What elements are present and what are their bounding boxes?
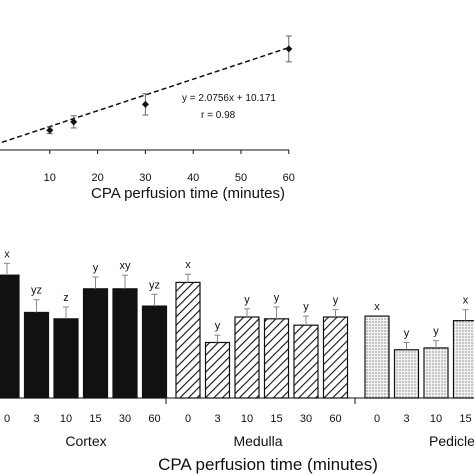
- significance-letter: yz: [149, 279, 160, 291]
- significance-letter: y: [274, 292, 280, 304]
- significance-letter: yz: [31, 285, 42, 297]
- bar: [141, 305, 168, 399]
- bar-x-tick-label: 3: [403, 413, 409, 425]
- bar-x-tick-label: 10: [60, 413, 72, 425]
- significance-letter: x: [463, 295, 469, 307]
- bar: [263, 318, 290, 399]
- bar-x-tick-label: 15: [270, 413, 282, 425]
- bar-x-tick-label: 0: [185, 413, 191, 425]
- bar-x-axis-label: CPA perfusion time (minutes): [158, 455, 378, 474]
- bar-x-tick-label: 10: [430, 413, 442, 425]
- scatter-x-tick-label: 30: [139, 172, 151, 184]
- significance-letter: y: [215, 320, 221, 332]
- bar: [204, 341, 231, 399]
- significance-letter: x: [374, 301, 380, 313]
- bar-x-tick-label: 30: [300, 413, 312, 425]
- bar: [322, 316, 349, 399]
- significance-letter: z: [63, 292, 69, 304]
- scatter-x-tick-label: 50: [235, 172, 247, 184]
- bar: [393, 349, 420, 399]
- bar-x-tick-label: 15: [89, 413, 101, 425]
- data-point: [285, 45, 293, 53]
- bar-x-tick-label: 15: [459, 413, 471, 425]
- bar-x-tick-label: 0: [374, 413, 380, 425]
- group-label: Cortex: [65, 433, 106, 449]
- significance-letter: y: [244, 294, 250, 306]
- bar: [175, 281, 201, 399]
- bar-x-tick-label: 3: [214, 413, 220, 425]
- scatter-x-tick-label: 40: [187, 172, 199, 184]
- scatter-x-tick-label: 20: [91, 172, 103, 184]
- bar: [82, 288, 109, 399]
- significance-letter: y: [404, 327, 410, 339]
- scatter-x-tick-label: 60: [283, 172, 295, 184]
- bar: [293, 324, 319, 399]
- significance-letter: y: [333, 295, 339, 307]
- bar: [53, 318, 79, 399]
- bar: [23, 311, 50, 399]
- significance-letter: y: [303, 301, 309, 313]
- bar-x-tick-label: 0: [4, 413, 10, 425]
- bar-chart: x0yz3z10y15xy30yz60Cortexx0y3y10y15y30y6…: [0, 248, 474, 449]
- bar: [112, 288, 138, 399]
- data-point: [46, 126, 54, 134]
- significance-letter: y: [433, 326, 439, 338]
- scatter-x-axis-label: CPA perfusion time (minutes): [91, 185, 285, 202]
- bar-x-tick-label: 60: [148, 413, 160, 425]
- significance-letter: xy: [120, 260, 132, 272]
- bar-x-tick-label: 60: [329, 413, 341, 425]
- data-point: [141, 100, 149, 108]
- bar: [234, 316, 260, 399]
- group-label: Pedicle: [429, 433, 474, 449]
- bar: [423, 347, 449, 399]
- fit-r-label: r = 0.98: [201, 110, 236, 121]
- data-point: [70, 118, 78, 126]
- bar-x-tick-label: 30: [119, 413, 131, 425]
- bar-x-tick-label: 10: [241, 413, 253, 425]
- fit-equation: y = 2.0756x + 10.171: [182, 93, 276, 104]
- significance-letter: x: [185, 259, 191, 271]
- group-label: Medulla: [233, 433, 282, 449]
- bar-x-tick-label: 3: [33, 413, 39, 425]
- bar: [364, 315, 390, 399]
- bar: [0, 274, 20, 399]
- scatter-plot: 10 20 30 40 50 60: [0, 35, 295, 184]
- significance-letter: x: [4, 248, 10, 260]
- scatter-x-tick-label: 10: [44, 172, 56, 184]
- bar: [452, 320, 474, 399]
- significance-letter: y: [93, 262, 99, 274]
